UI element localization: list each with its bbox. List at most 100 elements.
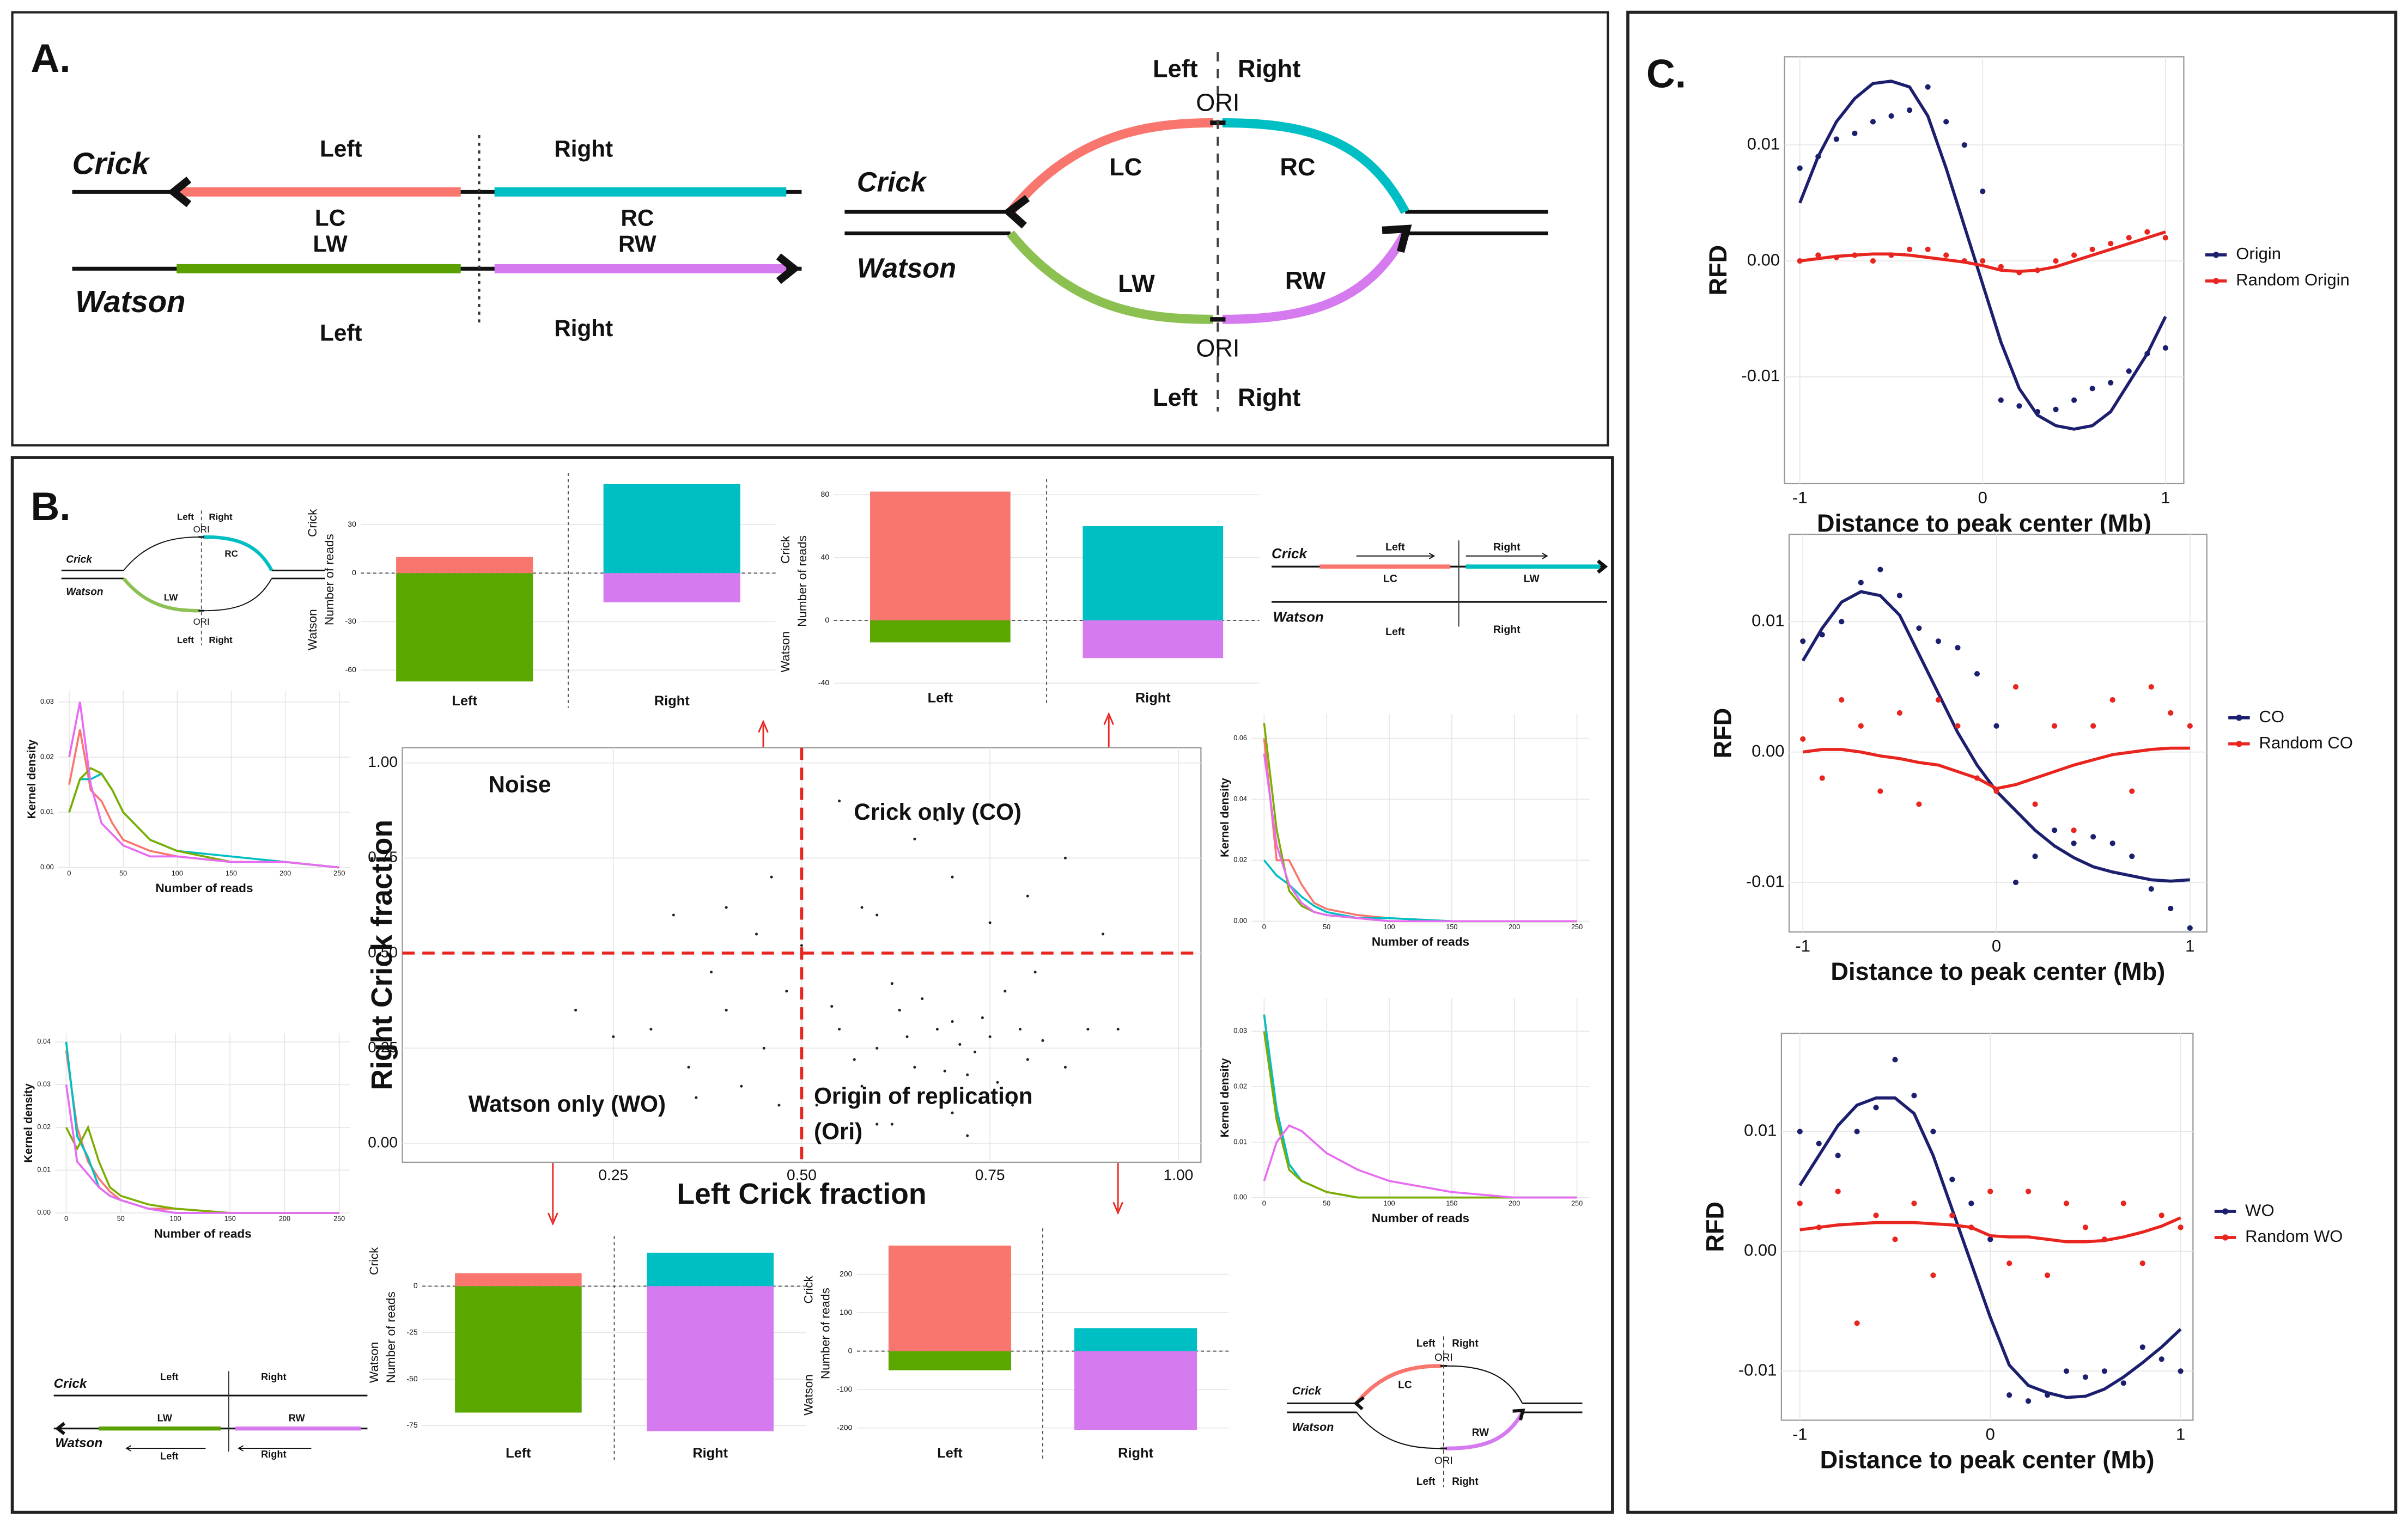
y-axis-label: RFD	[1704, 245, 1732, 296]
point	[2090, 834, 2096, 840]
y-axis-label: Number of reads	[384, 1291, 398, 1383]
bar	[647, 1252, 774, 1287]
label: Crick	[72, 146, 151, 180]
fit-line	[1799, 1216, 2181, 1243]
legend-label: WO	[2245, 1200, 2274, 1220]
y-tick-label: 1.00	[368, 753, 398, 770]
label: Crick	[1272, 546, 1308, 562]
point	[2012, 684, 2019, 690]
point	[1911, 1093, 1917, 1099]
label: RW	[1285, 267, 1326, 295]
density-line	[1263, 1031, 1577, 1199]
point	[1852, 252, 1858, 258]
point	[1896, 710, 1902, 716]
point	[725, 1009, 728, 1012]
y-tick-label: -0.01	[1746, 871, 1785, 891]
label: Right	[261, 1371, 286, 1382]
label: Left	[320, 136, 362, 161]
label: ORI	[1434, 1455, 1453, 1467]
point	[2109, 840, 2115, 846]
point	[2108, 380, 2114, 386]
label: LC	[1398, 1379, 1412, 1391]
legend-dot	[2222, 1208, 2229, 1215]
x-tick-label: Right	[1135, 690, 1171, 705]
x-tick-label: -1	[1792, 1425, 1808, 1444]
arrow-head	[1002, 194, 1030, 229]
point	[2034, 267, 2041, 273]
x-tick-label: 0	[1262, 1199, 1266, 1207]
label: LC	[1109, 153, 1142, 181]
label: Watson	[55, 1436, 102, 1450]
x-axis-label: Number of reads	[155, 881, 253, 895]
panel-label: B.	[31, 484, 70, 529]
linear-diagram: LC RC LW RW Crick Watson Left Right Left Right	[72, 135, 802, 346]
point	[2168, 905, 2174, 912]
x-axis-label: Number of reads	[154, 1227, 252, 1240]
strand-arc	[123, 536, 200, 571]
x-tick-label: 250	[333, 869, 345, 877]
point	[2187, 723, 2193, 729]
point	[2032, 854, 2038, 859]
point	[1839, 619, 1845, 625]
point	[2090, 723, 2096, 729]
point	[2139, 1260, 2145, 1266]
y-tick-label: -100	[837, 1385, 852, 1393]
bar	[888, 1245, 1012, 1351]
x-axis-label: Number of reads	[1372, 935, 1469, 949]
point	[1835, 1153, 1841, 1159]
y-tick-label: -0.01	[1741, 366, 1780, 385]
label: LW	[1118, 270, 1155, 297]
y-tick-label: 0.03	[37, 1081, 51, 1088]
strand-arc	[1007, 118, 1213, 215]
point	[2063, 1200, 2070, 1206]
label: Watson	[66, 586, 103, 598]
density-line	[1263, 753, 1577, 923]
point	[2082, 1224, 2088, 1230]
arrow-head	[1353, 1396, 1365, 1411]
y-axis-label: Watson	[802, 1374, 816, 1416]
x-tick-label: Left	[928, 690, 953, 705]
panel-b-frame	[10, 456, 1614, 1514]
point	[2144, 229, 2150, 235]
strand-arc	[203, 535, 273, 571]
x-tick-label: 1	[2161, 488, 2170, 507]
y-axis-label: Number of reads	[323, 534, 336, 625]
y-axis-label: Number of reads	[795, 535, 809, 627]
label: Right	[209, 511, 233, 522]
point	[800, 944, 803, 947]
bubble-diagram: Left Right ORI Crick Watson LC RC LW RW ORI Left Ri…	[844, 52, 1548, 412]
label: ORI	[1434, 1352, 1453, 1364]
plot-frame	[1784, 56, 2185, 485]
y-axis-label: RFD	[1708, 708, 1736, 759]
label: Right	[554, 315, 613, 341]
strand-arc	[122, 577, 200, 613]
bar	[870, 491, 1011, 621]
point	[1011, 1104, 1014, 1107]
x-tick-label: 200	[1509, 923, 1520, 931]
y-tick-label: 200	[840, 1269, 853, 1278]
y-tick-label: 0.02	[1233, 1082, 1247, 1090]
point	[913, 1065, 916, 1069]
arrow-head	[1512, 1409, 1525, 1421]
point	[2158, 1212, 2164, 1218]
label: Crick	[1292, 1385, 1322, 1398]
arrow-head	[776, 253, 800, 284]
point	[1833, 136, 1839, 142]
point	[1854, 1129, 1860, 1135]
point	[1943, 119, 1949, 125]
y-tick-label: 0.00	[1744, 1241, 1777, 1260]
point	[951, 1111, 954, 1114]
point	[981, 1016, 984, 1020]
legend-dot	[2212, 278, 2220, 284]
annotation: (Ori)	[814, 1118, 862, 1144]
label: Crick	[66, 554, 93, 565]
label: LW	[164, 592, 178, 602]
label: ORI	[193, 617, 210, 627]
label: Left	[1416, 1476, 1436, 1488]
point	[838, 800, 841, 803]
panel-c-frame	[1626, 10, 2398, 1514]
point	[2012, 880, 2019, 886]
strand-arc	[1222, 231, 1409, 324]
x-axis-label: Number of reads	[1372, 1211, 1469, 1225]
